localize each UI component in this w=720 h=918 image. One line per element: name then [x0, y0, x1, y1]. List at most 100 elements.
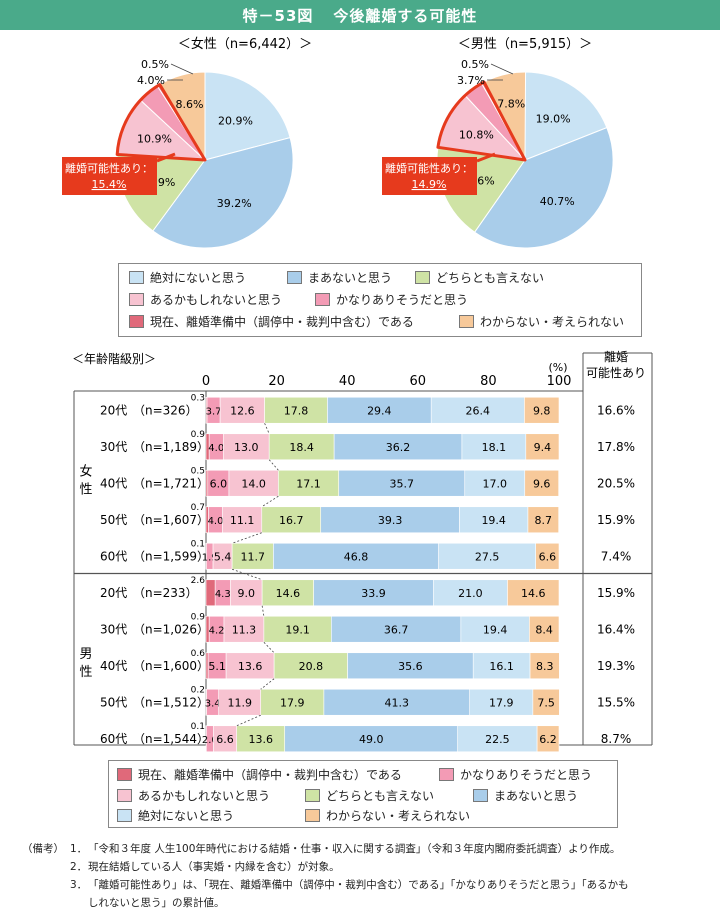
- legend-item-unknown: わからない・考えられない: [305, 807, 470, 824]
- legend-swatch: [305, 789, 320, 802]
- legend-item-unlikely: まあないと思う: [287, 269, 392, 286]
- note-row-2: 2． 現在結婚している人（事実婚・内縁を含む）が対象。: [22, 858, 629, 876]
- bar-value-label: 14.0: [241, 477, 266, 490]
- bar-segment-unknown: [532, 688, 560, 716]
- legend-swatch: [473, 789, 488, 802]
- callout-value: 14.9%: [412, 178, 447, 191]
- note-row-4: しれないと思う」の累計値。: [22, 894, 629, 912]
- bar-value-label: 35.6: [398, 660, 423, 673]
- bar-value-label: 9.4: [534, 441, 552, 454]
- pie-leader: [170, 63, 194, 75]
- bar-row: 60代 （n=1,599）1.95.4 11.7 46.8 27.5 6.6 0.1 7.4%: [100, 539, 632, 570]
- legend-swatch: [415, 271, 430, 284]
- note-row-3: 3． 「離婚可能性あり」は、「現在、離婚準備中（調停中・裁判中含む）である」「か…: [22, 876, 629, 894]
- bar-segment-neither: [261, 579, 314, 607]
- pie-legend: 絶対にないと思う まあないと思う どちらとも言えない あるかもしれないと思う かなりあり…: [118, 263, 642, 337]
- bar-segment-current: [205, 579, 216, 607]
- bar-segment-maybe: [223, 615, 265, 643]
- bar-segment-unlikely: [327, 396, 432, 424]
- bar-unit: (%): [548, 361, 567, 374]
- bar-row: 40代 （n=1,721） 6.0 14.0 17.1 35.7 17.0 9.6 0.5 20.…: [100, 466, 635, 497]
- legend-swatch: [439, 768, 454, 781]
- legend-label: まあないと思う: [308, 271, 393, 285]
- legend-item-neither: どちらとも言えない: [305, 787, 434, 804]
- pie-slice-unlikely: [473, 126, 614, 249]
- bar-value-label: 4.0: [208, 516, 224, 527]
- bar-value-label: 4.2: [209, 625, 225, 636]
- bar-value-label: 29.4: [367, 404, 392, 417]
- legend-label: あるかもしれないと思う: [138, 789, 271, 803]
- bar-segment-neither: [261, 506, 322, 534]
- bar-value-label: 5.1: [208, 660, 226, 673]
- bar-segment-never: [460, 615, 530, 643]
- bar-row: 50代 （n=1,512）3.4 11.9 17.9 41.3 17.9 7.5 0.2 15.…: [100, 685, 635, 716]
- right-header: 離婚: [604, 350, 628, 364]
- bar-value-label-current: 0.6: [191, 649, 206, 659]
- note-num: 1．: [70, 843, 88, 855]
- pie-label-current: 0.5%: [461, 58, 489, 71]
- bar-value-label-current: 0.9: [191, 430, 206, 440]
- bar-value-label-current: 0.3: [191, 393, 205, 403]
- row-age: 40代: [100, 659, 127, 673]
- note-text: 現在結婚している人（事実婚・内縁を含む）が対象。: [88, 861, 340, 873]
- legend-label: どちらとも言えない: [436, 271, 545, 285]
- bar-value-label: 11.7: [241, 550, 266, 563]
- pie-label-unknown: 8.6%: [176, 98, 204, 111]
- bar-row: 40代 （n=1,600） 5.1 13.6 20.8 35.6 16.1 8.3 0.6 19.…: [100, 649, 635, 680]
- bar-value-label: 14.6: [521, 587, 546, 600]
- pie-label-never: 20.9%: [218, 114, 253, 127]
- notes: （備考） 1． 「令和３年度 人生100年時代における結婚・仕事・収入に関する調…: [22, 840, 629, 912]
- bar-value-label: 9.0: [237, 587, 255, 600]
- bar-value-label: 22.5: [485, 733, 510, 746]
- bar-value-label: 36.2: [386, 441, 411, 454]
- legend-swatch: [129, 271, 144, 284]
- pie-highlight: [436, 80, 527, 162]
- bar-value-label: 12.6: [230, 404, 255, 417]
- figure-title-bar: 特－53図 今後離婚する可能性: [0, 0, 720, 30]
- pie-label-maybe: 10.9%: [137, 132, 172, 145]
- x-tick-label: 40: [339, 374, 356, 389]
- bar-segment-never: [430, 396, 525, 424]
- bar-segment-maybe: [225, 652, 275, 680]
- row-total: 15.9%: [597, 586, 635, 600]
- bar-segment-never: [457, 725, 538, 753]
- legend-label: あるかもしれないと思う: [150, 293, 283, 307]
- bar-value-label: 19.1: [285, 623, 310, 636]
- bar-value-label: 9.6: [533, 477, 551, 490]
- pie-slice-never: [524, 71, 608, 161]
- bar-value-label-current: 0.2: [191, 685, 205, 695]
- row-age: 50代: [100, 513, 127, 527]
- bar-value-label: 3.4: [205, 698, 221, 709]
- bar-segment-unknown: [529, 615, 560, 643]
- pie-label-fairly: 4.0%: [137, 74, 165, 87]
- row-n: （n=1,721）: [133, 476, 209, 490]
- legend-label: 絶対にないと思う: [150, 271, 247, 285]
- cumulative-connector: [263, 641, 275, 654]
- row-total: 16.4%: [597, 622, 635, 636]
- legend-swatch: [305, 809, 320, 822]
- pie-label-unlikely: 39.2%: [217, 197, 252, 210]
- figure-number: 特－53図: [242, 6, 314, 25]
- row-n: （n=1,600）: [133, 659, 209, 673]
- bar-value-label: 26.4: [466, 404, 491, 417]
- bar-value-label: 16.7: [279, 514, 304, 527]
- legend-swatch: [459, 315, 474, 328]
- callout-value: 15.4%: [92, 178, 127, 191]
- bar-value-label: 8.7: [535, 514, 553, 527]
- notes-heading: （備考）: [22, 843, 64, 855]
- callout-connector: [476, 152, 496, 163]
- legend-swatch: [129, 293, 144, 306]
- bar-value-label: 7.5: [537, 696, 555, 709]
- row-n: （n=1,607）: [133, 513, 209, 527]
- row-total: 7.4%: [601, 549, 632, 563]
- bar-value-label: 20.8: [299, 660, 324, 673]
- bar-value-label: 3.7: [206, 406, 222, 417]
- bar-value-label: 17.1: [296, 477, 321, 490]
- legend-swatch: [315, 293, 330, 306]
- legend-item-current: 現在、離婚準備中（調停中・裁判中含む）である: [117, 766, 402, 783]
- bar-segment-never: [438, 542, 537, 570]
- bar-segment-neither: [236, 725, 286, 753]
- bar-row: 30代 （n=1,026） 4.2 11.3 19.1 36.7 19.4 8.4 0.9 16.…: [100, 612, 635, 643]
- bar-segment-never: [469, 688, 534, 716]
